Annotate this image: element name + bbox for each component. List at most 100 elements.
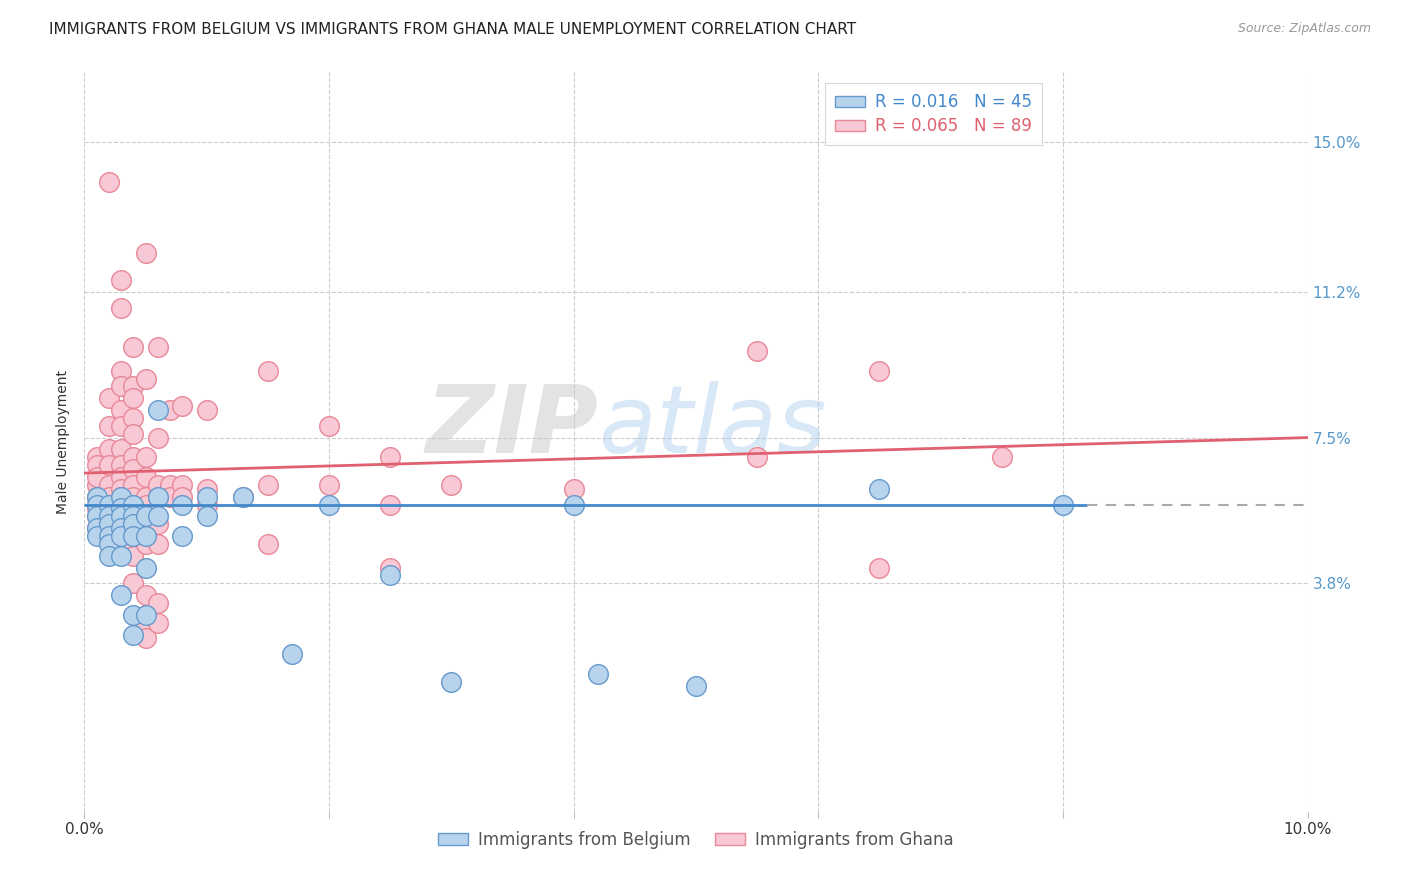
Point [122, 607, 145, 622]
Text: atlas: atlas [598, 381, 827, 472]
Point [97, 509, 120, 524]
Point [122, 529, 145, 543]
Point [110, 549, 132, 563]
Point [318, 478, 340, 492]
Point [146, 596, 169, 610]
Point [97, 175, 120, 189]
Point [86, 521, 108, 535]
Point [97, 517, 120, 532]
Point [146, 517, 169, 532]
Point [122, 478, 145, 492]
Point [122, 517, 145, 532]
Point [146, 490, 169, 504]
Point [86, 470, 108, 484]
Point [195, 498, 218, 512]
Point [135, 619, 157, 633]
Point [110, 418, 132, 433]
Point [86, 458, 108, 472]
Point [172, 529, 194, 543]
Point [257, 478, 280, 492]
Point [97, 418, 120, 433]
Point [562, 482, 585, 496]
Point [97, 529, 120, 543]
Point [110, 273, 132, 287]
Point [135, 537, 157, 551]
Point [135, 371, 157, 385]
Point [110, 501, 132, 516]
Point [110, 482, 132, 496]
Point [110, 403, 132, 417]
Point [747, 450, 769, 465]
Text: Source: ZipAtlas.com: Source: ZipAtlas.com [1237, 22, 1371, 36]
Point [86, 450, 108, 465]
Point [562, 498, 585, 512]
Point [586, 666, 609, 681]
Point [440, 674, 463, 689]
Point [172, 399, 194, 413]
Point [257, 537, 280, 551]
Point [281, 647, 304, 661]
Point [195, 482, 218, 496]
Point [172, 498, 194, 512]
Point [97, 490, 120, 504]
Point [172, 490, 194, 504]
Point [110, 529, 132, 543]
Point [380, 560, 402, 574]
Point [146, 478, 169, 492]
Point [97, 521, 120, 535]
Point [122, 426, 145, 441]
Point [135, 632, 157, 646]
Point [97, 478, 120, 492]
Point [110, 301, 132, 315]
Point [869, 364, 891, 378]
Point [380, 498, 402, 512]
Point [122, 490, 145, 504]
Point [440, 478, 463, 492]
Point [122, 498, 145, 512]
Point [135, 498, 157, 512]
Text: ZIP: ZIP [425, 381, 598, 473]
Point [135, 245, 157, 260]
Point [135, 509, 157, 524]
Point [110, 521, 132, 535]
Point [146, 340, 169, 354]
Point [159, 478, 181, 492]
Point [135, 588, 157, 602]
Point [380, 450, 402, 465]
Point [86, 521, 108, 535]
Point [869, 482, 891, 496]
Point [110, 490, 132, 504]
Point [159, 490, 181, 504]
Point [97, 442, 120, 457]
Point [135, 607, 157, 622]
Point [122, 391, 145, 405]
Point [110, 379, 132, 393]
Point [172, 478, 194, 492]
Point [86, 529, 108, 543]
Point [110, 498, 132, 512]
Point [122, 627, 145, 641]
Point [122, 462, 145, 476]
Point [195, 490, 218, 504]
Point [122, 517, 145, 532]
Point [146, 615, 169, 630]
Point [97, 458, 120, 472]
Point [122, 576, 145, 591]
Point [135, 490, 157, 504]
Point [110, 588, 132, 602]
Point [318, 498, 340, 512]
Point [122, 549, 145, 563]
Point [122, 411, 145, 425]
Legend: Immigrants from Belgium, Immigrants from Ghana: Immigrants from Belgium, Immigrants from… [432, 824, 960, 855]
Y-axis label: Male Unemployment: Male Unemployment [56, 369, 70, 514]
Point [318, 418, 340, 433]
Point [86, 498, 108, 512]
Point [86, 478, 108, 492]
Point [97, 537, 120, 551]
Point [110, 470, 132, 484]
Point [110, 521, 132, 535]
Point [97, 391, 120, 405]
Point [146, 509, 169, 524]
Point [86, 490, 108, 504]
Point [685, 679, 707, 693]
